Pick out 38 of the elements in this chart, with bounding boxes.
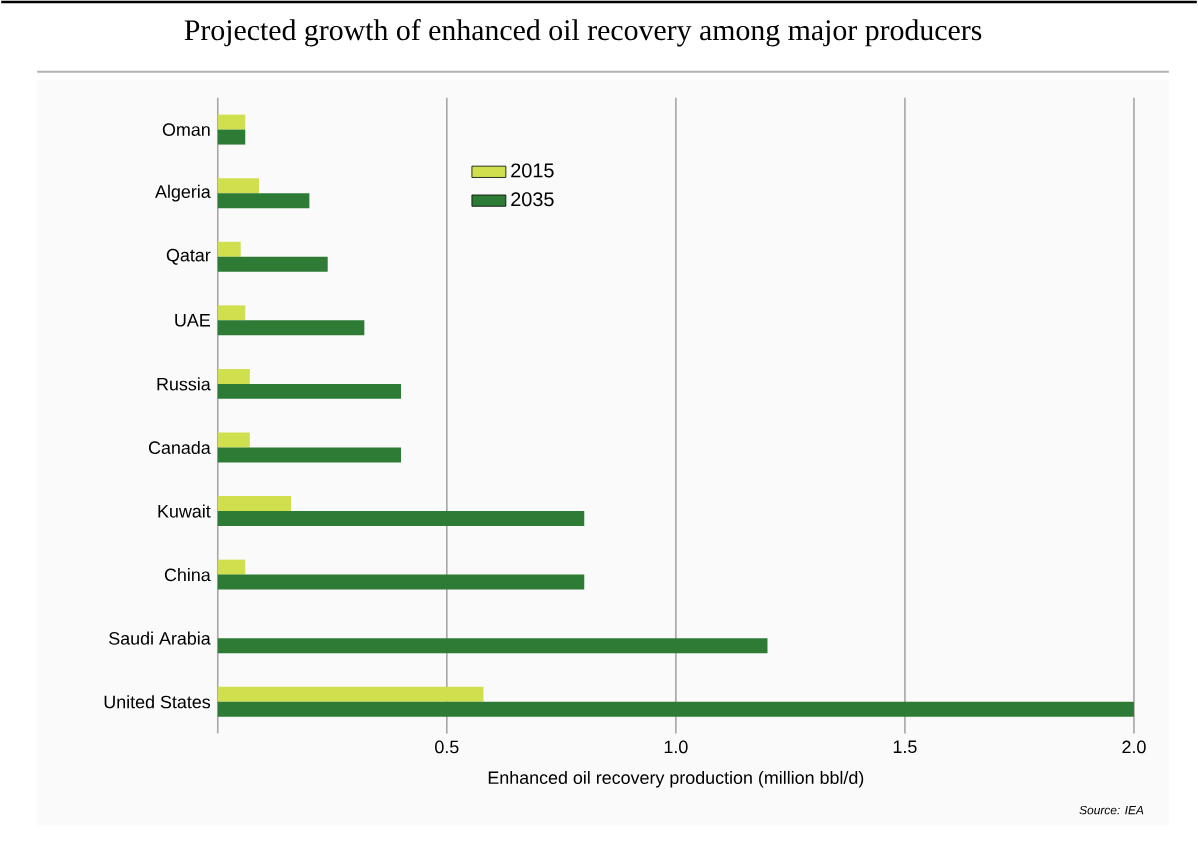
bar (217, 256, 328, 272)
bar (217, 193, 310, 208)
bar (217, 368, 250, 384)
x-tick-label: 1.0 (664, 740, 688, 754)
x-tick-label: 2.0 (1122, 740, 1146, 754)
bar (217, 178, 259, 194)
bar (217, 686, 484, 702)
bar (217, 574, 585, 590)
bar (217, 432, 250, 448)
y-tick-label: Kuwait (158, 504, 211, 518)
x-tick-label: 0.5 (435, 740, 459, 754)
legend-label: 2035 (511, 192, 554, 207)
bar (217, 447, 402, 463)
bar (217, 495, 292, 511)
y-tick-label: Oman (162, 123, 210, 136)
bar (217, 241, 241, 257)
x-axis-title: Enhanced oil recovery production (million bbl/d) (488, 770, 864, 788)
y-tick-label: Saudi Arabia (109, 631, 211, 645)
y-tick-label: UAE (175, 313, 210, 327)
y-tick-label: Canada (148, 440, 211, 454)
bar (217, 559, 246, 575)
chart-title: Projected growth of enhanced oil recovery among major producers (184, 18, 982, 47)
bar (217, 383, 402, 399)
x-tick-label: 1.5 (893, 740, 917, 753)
y-tick-label: United States (104, 695, 211, 709)
bar (217, 510, 585, 526)
bar (217, 305, 246, 321)
bar (217, 320, 365, 336)
y-tick-label: Qatar (166, 248, 211, 265)
bar (217, 114, 246, 130)
y-tick-label: Russia (157, 377, 211, 391)
y-tick-label: Algeria (155, 184, 211, 202)
bar (217, 129, 246, 145)
bar (217, 701, 1134, 717)
legend-label: 2015 (511, 163, 554, 178)
bar (217, 638, 768, 654)
y-tick-label: China (164, 567, 211, 582)
source-note: Source: IEA (1079, 805, 1144, 815)
